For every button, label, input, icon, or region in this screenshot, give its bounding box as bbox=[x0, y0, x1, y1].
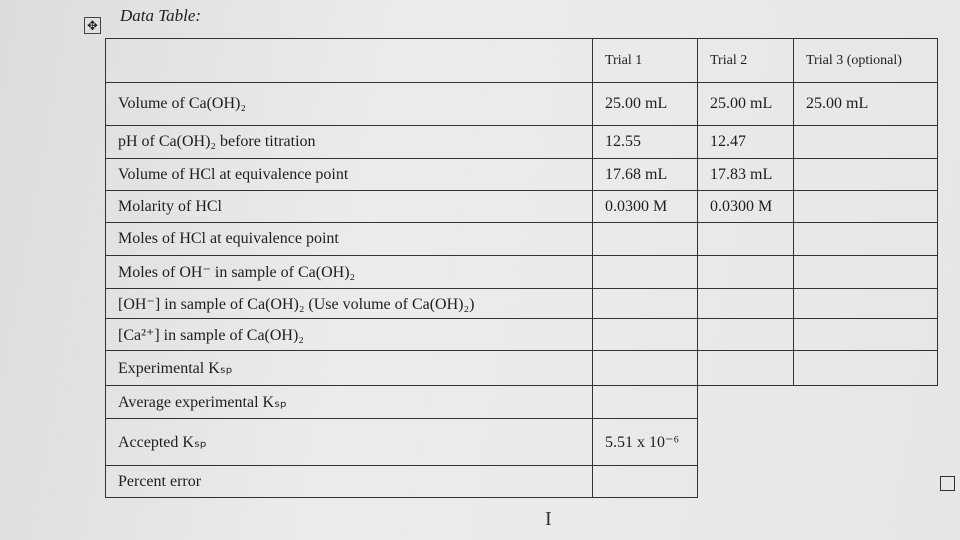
cell-text: 0.0300 M bbox=[605, 197, 668, 215]
value-cell bbox=[793, 350, 938, 386]
row-label: Percent error bbox=[105, 465, 593, 498]
value-cell: 5.51 x 10⁻⁶ bbox=[592, 418, 698, 466]
row-label: Accepted Kₛₚ bbox=[105, 418, 593, 466]
value-cell: 25.00 mL bbox=[592, 82, 698, 126]
cell-text: Trial 1 bbox=[605, 52, 643, 68]
value-cell bbox=[592, 385, 698, 419]
value-cell: 0.0300 M bbox=[697, 190, 794, 223]
value-cell bbox=[592, 465, 698, 498]
value-cell bbox=[793, 222, 938, 256]
value-cell: 17.83 mL bbox=[697, 158, 794, 191]
cell-text: Moles of OH⁻ in sample of Ca(OH)₂ bbox=[118, 264, 356, 281]
cell-text: pH of Ca(OH)₂ before titration bbox=[118, 133, 316, 150]
resize-handle[interactable] bbox=[940, 476, 955, 491]
row-label: Average experimental Kₛₚ bbox=[105, 385, 593, 419]
row-label: Molarity of HCl bbox=[105, 190, 593, 223]
value-cell bbox=[697, 288, 794, 319]
value-cell bbox=[592, 288, 698, 319]
cell-text: Accepted Kₛₚ bbox=[118, 434, 207, 451]
cell-text: Trial 2 bbox=[710, 52, 748, 68]
cell-text: Trial 3 (optional) bbox=[806, 52, 902, 68]
value-cell bbox=[697, 350, 794, 386]
value-cell bbox=[793, 125, 938, 159]
column-header: Trial 3 (optional) bbox=[793, 38, 938, 83]
value-cell: 0.0300 M bbox=[592, 190, 698, 223]
value-cell: 25.00 mL bbox=[697, 82, 794, 126]
value-cell bbox=[697, 222, 794, 256]
cell-text: Average experimental Kₛₚ bbox=[118, 394, 287, 411]
cell-text: 5.51 x 10⁻⁶ bbox=[605, 434, 680, 451]
value-cell: 25.00 mL bbox=[793, 82, 938, 126]
value-cell: 12.55 bbox=[592, 125, 698, 159]
row-label: Moles of HCl at equivalence point bbox=[105, 222, 593, 256]
row-label: [OH⁻] in sample of Ca(OH)₂ (Use volume o… bbox=[105, 288, 593, 319]
value-cell: 17.68 mL bbox=[592, 158, 698, 191]
cell-text: Moles of HCl at equivalence point bbox=[118, 230, 339, 247]
cell-text: 12.55 bbox=[605, 133, 641, 150]
cell-text: 17.83 mL bbox=[710, 165, 773, 183]
text-cursor: I bbox=[545, 508, 552, 530]
cell-text: 12.47 bbox=[710, 133, 746, 150]
cell-text: 25.00 mL bbox=[605, 95, 668, 112]
row-label: pH of Ca(OH)₂ before titration bbox=[105, 125, 593, 159]
row-label: Moles of OH⁻ in sample of Ca(OH)₂ bbox=[105, 255, 593, 289]
cell-text: [Ca²⁺] in sample of Ca(OH)₂ bbox=[118, 326, 304, 344]
column-header: Trial 1 bbox=[592, 38, 698, 83]
move-handle[interactable]: ✥ bbox=[84, 17, 101, 34]
cell-text: Volume of Ca(OH)₂ bbox=[118, 95, 246, 112]
value-cell bbox=[793, 255, 938, 289]
value-cell bbox=[697, 255, 794, 289]
value-cell bbox=[592, 255, 698, 289]
cell-text: Molarity of HCl bbox=[118, 197, 222, 215]
cell-text: Experimental Kₛₚ bbox=[118, 360, 233, 377]
column-header: Trial 2 bbox=[697, 38, 794, 83]
header-cell bbox=[105, 38, 593, 83]
value-cell bbox=[592, 222, 698, 256]
row-label: Volume of Ca(OH)₂ bbox=[105, 82, 593, 126]
cell-text: [OH⁻] in sample of Ca(OH)₂ (Use volume o… bbox=[118, 295, 475, 313]
value-cell bbox=[793, 318, 938, 351]
value-cell bbox=[697, 318, 794, 351]
cell-text: Volume of HCl at equivalence point bbox=[118, 165, 349, 183]
value-cell bbox=[592, 318, 698, 351]
value-cell bbox=[592, 350, 698, 386]
cell-text: Percent error bbox=[118, 472, 202, 490]
value-cell: 12.47 bbox=[697, 125, 794, 159]
cell-text: 25.00 mL bbox=[710, 95, 773, 112]
value-cell bbox=[793, 288, 938, 319]
table-title: Data Table: bbox=[120, 6, 202, 25]
cell-text: 17.68 mL bbox=[605, 165, 668, 183]
row-label: [Ca²⁺] in sample of Ca(OH)₂ bbox=[105, 318, 593, 351]
cell-text: 0.0300 M bbox=[710, 197, 773, 215]
value-cell bbox=[793, 190, 938, 223]
cell-text: 25.00 mL bbox=[806, 95, 869, 112]
value-cell bbox=[793, 158, 938, 191]
row-label: Volume of HCl at equivalence point bbox=[105, 158, 593, 191]
row-label: Experimental Kₛₚ bbox=[105, 350, 593, 386]
